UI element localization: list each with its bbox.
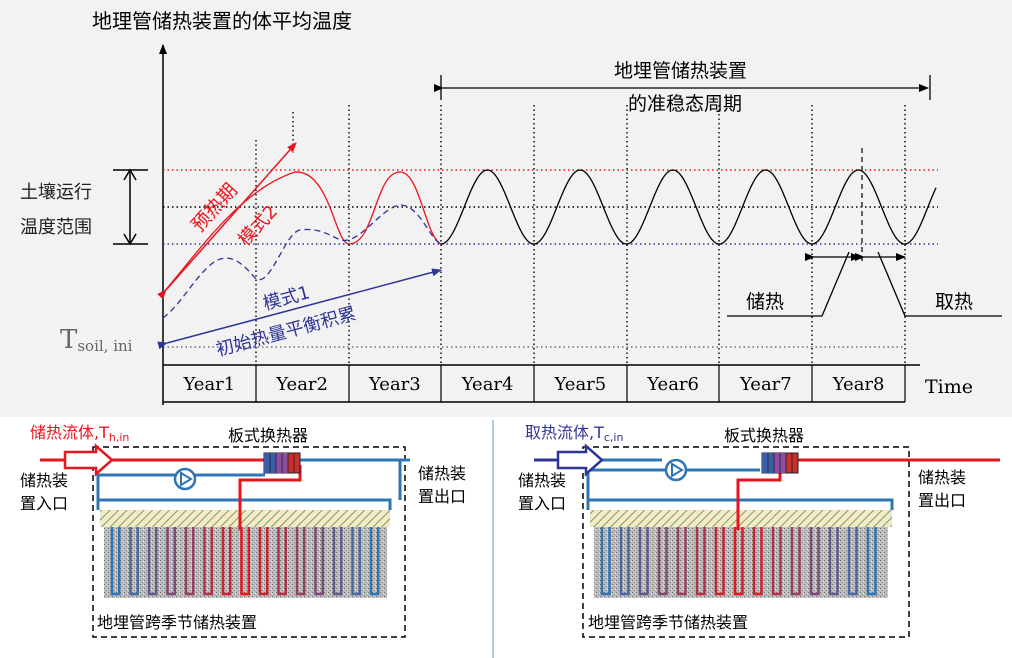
period-label-2: 的准稳态周期 (628, 93, 742, 115)
insulation-layer (590, 510, 892, 527)
u-tube-loop (295, 527, 306, 596)
right-schematic: 取热流体,Tc,in 板式换热器 储热装 置入口 储热装 置出口 地埋管跨季节储… (518, 423, 1000, 638)
left-schematic: 储热流体,Th,in 板式换热器 储热装 置入口 储热装 置出口 地埋管跨季节储… (20, 423, 466, 638)
device-label: 地埋管跨季节储热装置 (588, 613, 748, 632)
u-tube-loop (619, 527, 630, 596)
u-tube-loop (828, 527, 839, 596)
soil-range-label-1: 土壤运行 (20, 182, 92, 203)
outlet-label-2: 置出口 (418, 487, 466, 506)
soil-range-bracket (113, 168, 148, 246)
outlet-label-1: 储热装 (918, 468, 966, 487)
inlet-arrow (534, 443, 604, 477)
u-tube-loop (203, 527, 213, 596)
u-tube-loop (733, 527, 744, 596)
t-soil-ini-label: Tsoil, ini (60, 325, 133, 355)
plate-heat-exchanger-icon (263, 452, 301, 474)
u-tube-loop (657, 527, 668, 596)
u-tube-loop (240, 527, 250, 596)
header-pipe (586, 498, 894, 510)
year-separators (255, 365, 906, 402)
u-tube-loop (184, 527, 195, 596)
u-tube-loop (638, 527, 649, 596)
u-tube-loop (714, 527, 725, 596)
year-labels: Year1 Year2 Year3 Year4 Year5 Year6 Year7 Year8 (182, 374, 884, 395)
temperature-chart: 地理管储热装置的体平均温度 土壤运行 温度范围 Tsoil, ini 地埋管储热… (20, 9, 1002, 405)
u-tube-loop (129, 527, 139, 596)
u-tube-loop (847, 527, 858, 596)
period-label-1: 地埋管储热装置 (614, 60, 747, 82)
device-boundary (582, 446, 910, 638)
inlet-label-1: 储热装 (518, 471, 566, 490)
u-tube-loop (676, 527, 687, 596)
year-label: Year4 (461, 374, 514, 395)
u-tube-loop (809, 527, 820, 596)
x-axis-label: Time (925, 376, 973, 398)
pump-icon (173, 467, 197, 491)
cold-return-pipe (96, 458, 402, 500)
year-label: Year8 (832, 374, 885, 395)
y-axis-label: 地理管储热装置的体平均温度 (92, 9, 352, 33)
u-tube-loop (752, 527, 763, 596)
u-tube-loop (790, 527, 801, 596)
u-tube-loop (332, 527, 343, 596)
mode2-label: 模式2 (234, 201, 282, 250)
vertical-dotted-guides (255, 105, 906, 365)
preheat-arrow (157, 142, 297, 300)
mode1-label: 模式1 (261, 282, 312, 315)
exchanger-label: 板式换热器 (228, 426, 308, 445)
u-tube-loop (166, 527, 176, 596)
pump-icon (664, 458, 688, 482)
hot-return-pipe (736, 458, 1000, 530)
store-extract-profile (727, 251, 1002, 317)
u-tube-loop (277, 527, 287, 596)
u-tube-loop (369, 527, 380, 596)
exchanger-label: 板式换热器 (724, 426, 804, 445)
outlet-label-1: 储热装 (418, 464, 466, 483)
year-label: Year6 (646, 374, 699, 395)
plate-heat-exchanger-icon (761, 452, 799, 474)
u-tube-loop (695, 527, 706, 596)
u-tube-loop (314, 527, 324, 596)
u-tube-loop (110, 527, 121, 596)
steady-state-curve (440, 169, 937, 245)
header-pipe (96, 498, 392, 510)
inlet-label-2: 置入口 (518, 494, 566, 513)
soil-range-label-2: 温度范围 (20, 217, 92, 238)
inlet-label-2: 置入口 (20, 494, 68, 513)
year-label: Year2 (275, 374, 328, 395)
device-label: 地埋管跨季节储热装置 (97, 613, 257, 632)
u-tube-loop (771, 527, 782, 596)
extract-label: 取热 (935, 291, 973, 313)
fluid-label: 储热流体,Th,in (30, 423, 129, 444)
u-tube-loop (147, 527, 158, 596)
accumulation-arrow (157, 268, 442, 350)
u-tube-loop (221, 527, 232, 596)
preheat-label: 预热期 (187, 179, 242, 236)
inlet-arrow (40, 443, 114, 477)
u-tube-loop (258, 527, 269, 596)
soil-block (594, 527, 888, 598)
u-tube-loop (351, 527, 361, 596)
store-label: 储热 (746, 291, 784, 313)
soil-block (104, 527, 387, 598)
inlet-label-1: 储热装 (20, 471, 68, 490)
insulation-layer (100, 510, 390, 527)
outlet-label-2: 置出口 (918, 491, 966, 510)
year-label: Year3 (368, 374, 421, 395)
fluid-label: 取热流体,Tc,in (525, 423, 623, 444)
year-label: Year1 (182, 374, 235, 395)
device-boundary (92, 446, 406, 638)
year-label: Year7 (739, 374, 792, 395)
year-label: Year5 (553, 374, 606, 395)
u-tube-loop (866, 527, 877, 596)
u-tube-loop (600, 527, 611, 596)
